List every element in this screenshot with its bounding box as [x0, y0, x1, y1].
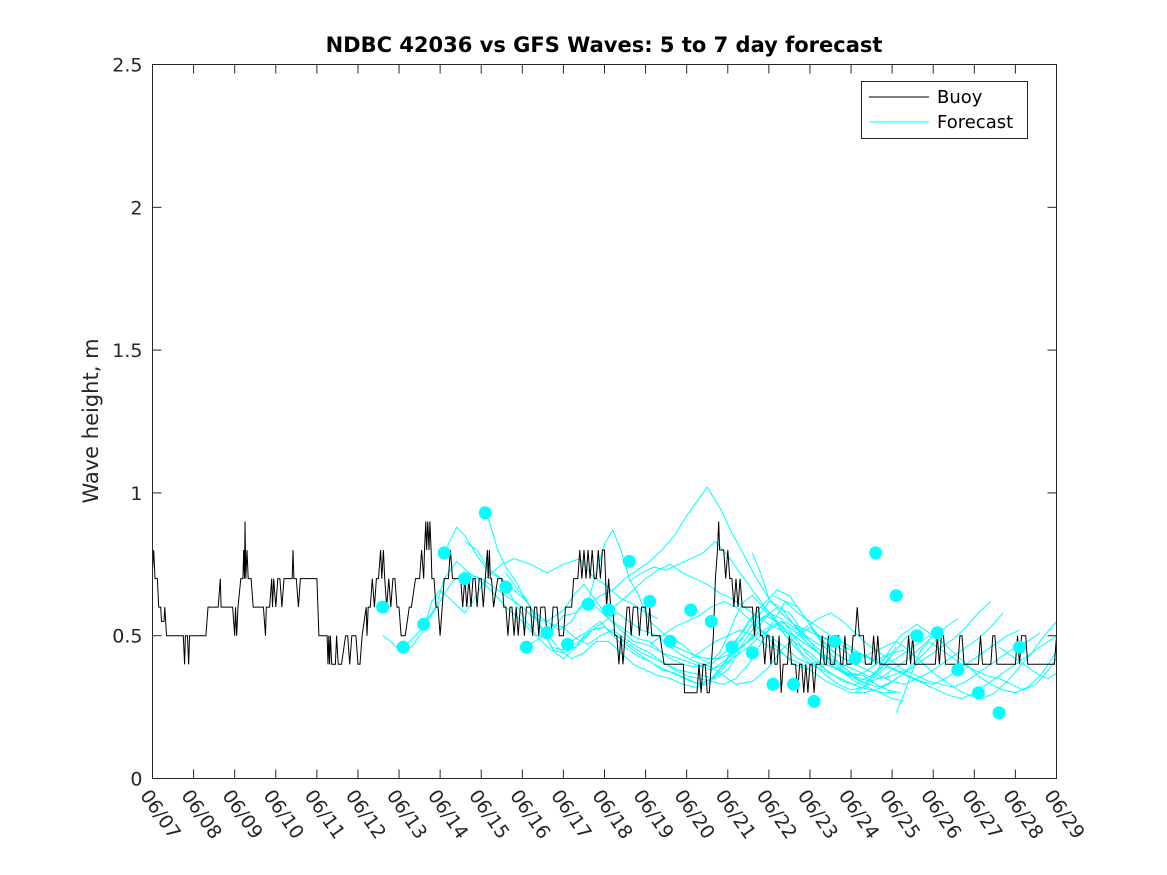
- forecast-line: [854, 635, 1057, 694]
- chart-title: NDBC 42036 vs GFS Waves: 5 to 7 day fore…: [326, 33, 883, 57]
- forecast-marker: [684, 603, 698, 617]
- forecast-marker: [417, 617, 431, 631]
- forecast-marker: [848, 652, 862, 665]
- forecast-marker: [828, 634, 842, 648]
- plot-area: [152, 64, 1057, 779]
- y-axis-label: Wave height, m: [79, 338, 103, 503]
- forecast-marker: [458, 572, 472, 586]
- forecast-line: [731, 600, 992, 688]
- forecast-marker: [643, 594, 657, 608]
- forecast-marker: [581, 597, 595, 611]
- forecast-marker: [971, 686, 985, 700]
- forecast-marker: [519, 640, 533, 654]
- forecast-marker: [540, 626, 554, 640]
- forecast-line: [998, 646, 1057, 680]
- forecast-marker: [478, 506, 492, 520]
- y-tick-label: 0.5: [112, 626, 142, 648]
- y-tick-label: 1: [130, 483, 142, 505]
- legend-label-forecast: Forecast: [937, 112, 1013, 133]
- forecast-line: [793, 612, 1041, 688]
- forecast-marker: [376, 600, 390, 614]
- buoy-line: [152, 521, 1057, 694]
- forecast-marker: [396, 640, 410, 654]
- forecast-marker: [992, 706, 1006, 720]
- legend-box: [861, 81, 1028, 139]
- forecast-marker: [437, 546, 451, 560]
- forecast-marker: [869, 546, 883, 560]
- forecast-marker: [766, 677, 780, 691]
- y-tick-label: 1.5: [112, 340, 142, 362]
- series-layer: [152, 486, 1057, 720]
- forecast-marker: [725, 640, 739, 654]
- forecast-line: [772, 595, 1020, 685]
- y-tick-label: 0: [130, 769, 142, 791]
- forecast-marker: [1013, 640, 1026, 654]
- forecast-marker: [910, 629, 924, 643]
- forecast-marker: [499, 580, 513, 594]
- forecast-line: [895, 640, 1057, 713]
- forecast-marker: [951, 663, 965, 677]
- forecast-marker: [889, 589, 903, 603]
- y-tick-label: 2.5: [112, 55, 142, 77]
- forecast-marker: [704, 614, 718, 628]
- forecast-marker: [602, 603, 616, 617]
- forecast-marker: [663, 634, 677, 648]
- forecast-line: [834, 621, 1057, 700]
- forecast-marker: [787, 677, 800, 691]
- legend-label-buoy: Buoy: [937, 87, 983, 108]
- forecast-marker: [745, 646, 759, 660]
- forecast-marker: [807, 694, 821, 708]
- forecast-marker: [930, 626, 944, 640]
- y-tick-label: 2: [130, 197, 142, 219]
- forecast-line: [608, 563, 905, 680]
- forecast-marker: [622, 554, 636, 568]
- forecast-line: [382, 558, 659, 651]
- forecast-line: [751, 552, 1004, 685]
- forecast-marker: [561, 637, 574, 651]
- legend: Buoy Forecast: [861, 81, 1028, 139]
